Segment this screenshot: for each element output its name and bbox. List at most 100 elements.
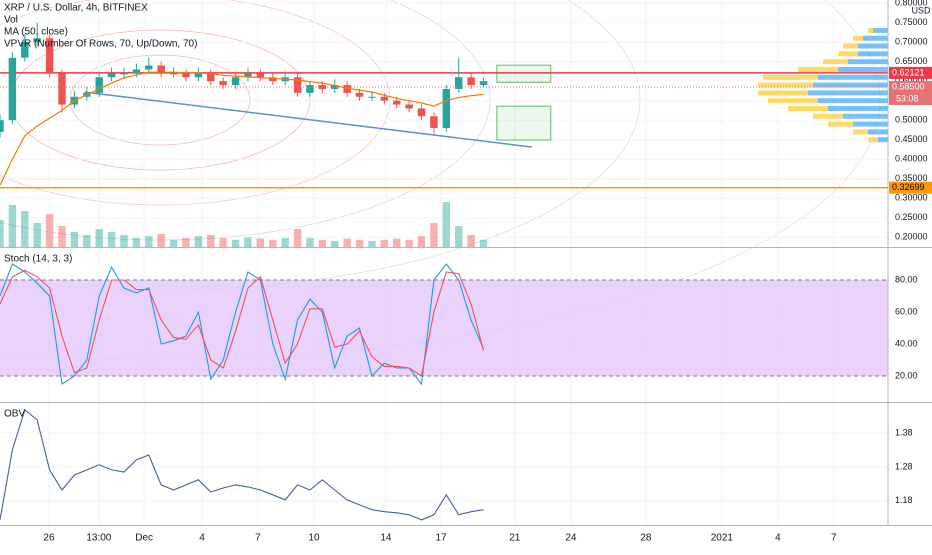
level-badge: [889, 66, 932, 79]
candle-body: [269, 77, 277, 82]
candle-body: [318, 85, 327, 89]
candle-body: [219, 81, 227, 86]
y-tick-label: 0.80000: [895, 0, 928, 7]
volume-bar: [45, 214, 54, 247]
candle-body: [343, 85, 351, 93]
series-line: [0, 408, 484, 521]
profile-up: [873, 27, 888, 33]
volume-bar: [207, 235, 215, 247]
legend-vpvr: VPVR (Number Of Rows, 70, Up/Down, 70): [4, 39, 197, 50]
ma-line: [0, 71, 484, 186]
target-zone: [496, 105, 552, 141]
y-tick-label: 0.25000: [895, 212, 928, 222]
volume-bar: [405, 239, 413, 247]
profile-up: [818, 98, 888, 104]
volume-bar: [442, 202, 451, 247]
profile-down: [823, 59, 848, 65]
volume-bar: [83, 235, 91, 247]
volume-bar: [368, 241, 376, 247]
legend-ma: MA (50, close): [4, 27, 68, 38]
volume-bar: [33, 223, 41, 247]
volume-bar: [355, 239, 364, 247]
x-tick-label: 7: [255, 533, 261, 544]
series-line: [0, 263, 485, 386]
profile-up: [818, 74, 888, 80]
x-tick-label: 4: [775, 533, 781, 544]
candle-body: [430, 116, 438, 128]
y-tick-label: 0.60000: [895, 76, 928, 86]
profile-down: [798, 66, 838, 72]
volume-bar: [293, 229, 302, 247]
candle-body: [182, 73, 190, 78]
profile-up: [858, 51, 888, 57]
y-tick-label: 80.00: [895, 274, 918, 284]
volume-bar: [231, 239, 240, 247]
x-tick-label: 2021: [711, 533, 734, 544]
volume-bar: [157, 233, 165, 247]
profile-down: [868, 137, 878, 143]
y-tick-label: 0.65000: [895, 56, 928, 66]
y-tick-label: 20.00: [895, 370, 918, 380]
profile-down: [868, 27, 873, 33]
candle-body: [132, 69, 141, 74]
profile-up: [813, 82, 888, 88]
obv-title: OBV: [4, 409, 25, 420]
profile-up: [808, 90, 888, 96]
y-tick-label: 0.40000: [895, 154, 928, 164]
fib-circle: [0, 0, 391, 206]
volume-bar: [417, 236, 426, 247]
volume-bar: [256, 238, 265, 247]
candle-body: [8, 57, 17, 121]
candle-body: [467, 77, 475, 86]
axes-layer: 26 13:00 Dec 4 7 10 14 17 21 24 28 2021 4 7 0.20000 0.2…: [43, 0, 932, 544]
volume-bar: [132, 238, 141, 247]
candle-body: [244, 73, 252, 78]
x-tick-label: 17: [435, 533, 447, 544]
volume-bar: [479, 239, 488, 247]
stoch-title: Stoch (14, 3, 3): [4, 254, 72, 265]
axis-unit: USD: [911, 5, 931, 15]
x-tick-label: Dec: [135, 533, 153, 544]
volume-bar: [455, 226, 463, 247]
volume-bar: [281, 238, 289, 247]
y-tick-label: 0.75000: [895, 17, 928, 27]
volume-bar: [430, 223, 438, 247]
x-tick-label: 4: [199, 533, 205, 544]
candle-body: [58, 73, 66, 105]
profile-up: [848, 59, 888, 65]
x-tick-label: 13:00: [86, 533, 111, 544]
y-tick-label: 0.50000: [895, 115, 928, 125]
profile-up: [853, 121, 888, 127]
volume-bar: [21, 211, 29, 247]
profile-down: [838, 51, 858, 57]
countdown: 53:08: [896, 93, 919, 103]
y-tick-label: 0.20000: [895, 232, 928, 242]
profile-down: [828, 121, 853, 127]
candle-body: [169, 73, 178, 75]
x-tick-label: 14: [380, 533, 392, 544]
profile-up: [858, 43, 888, 49]
profile-down: [813, 113, 843, 119]
y-tick-label: 1.28: [895, 461, 913, 471]
y-tick-label: 1.18: [895, 495, 913, 505]
volume-bar: [343, 238, 351, 247]
volume-bar: [120, 235, 128, 247]
y-tick-label: 0.45000: [895, 134, 928, 144]
y-tick-label: 0.70000: [895, 37, 928, 47]
candle-body: [95, 77, 103, 93]
volume-bar: [0, 220, 4, 247]
candle-body: [256, 73, 265, 78]
x-tick-label: 26: [43, 533, 55, 544]
series-line: [0, 269, 485, 377]
candle-body: [479, 81, 488, 86]
y-tick-label: 60.00: [895, 306, 918, 316]
volume-bar: [182, 238, 190, 247]
profile-down: [763, 74, 818, 80]
candle-body: [45, 38, 54, 74]
trend-line: [84, 91, 532, 148]
volume-bar: [194, 236, 203, 247]
fib-circle: [69, 54, 251, 146]
candle-body: [417, 108, 426, 117]
